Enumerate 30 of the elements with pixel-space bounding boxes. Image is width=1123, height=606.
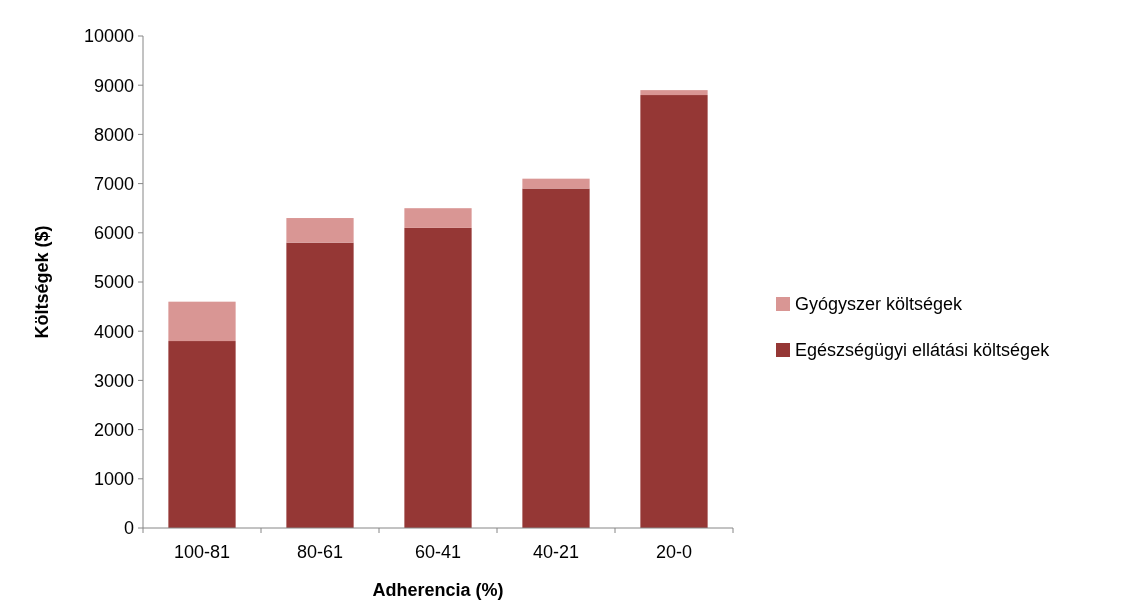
bar [522, 178, 590, 189]
y-tick-label: 0 [123, 518, 134, 539]
x-tick-label: 40-21 [532, 542, 580, 562]
bar [640, 95, 708, 528]
y-axis-title: Költségek ($) [32, 225, 52, 339]
y-tick-label: 2000 [93, 419, 134, 440]
x-tick-label: 60-41 [414, 542, 462, 562]
bar [404, 227, 472, 528]
x-tick-label: 20-0 [655, 542, 693, 562]
y-tick-label: 5000 [93, 272, 134, 293]
y-tick-label: 6000 [93, 223, 134, 244]
x-tick-label: 100-81 [173, 542, 231, 562]
y-tick-label: 8000 [93, 124, 134, 145]
y-tick-label: 7000 [93, 173, 134, 194]
legend-label: Egészségügyi ellátási költségek [795, 340, 1051, 361]
y-tick-label: 9000 [93, 75, 134, 96]
x-axis-title: Adherencia (%) [372, 580, 504, 600]
y-tick-label: 3000 [93, 370, 134, 391]
bar [286, 242, 354, 528]
bar [640, 90, 708, 96]
legend-label: Gyógyszer költségek [795, 294, 964, 315]
x-tick-label: 80-61 [296, 542, 344, 562]
y-tick-label: 1000 [93, 469, 134, 490]
bar [404, 208, 472, 228]
y-tick-label: 10000 [83, 26, 134, 47]
y-tick-label: 4000 [93, 321, 134, 342]
bar [286, 218, 354, 243]
bar [168, 301, 236, 342]
bar [522, 188, 590, 528]
bar [168, 341, 236, 528]
